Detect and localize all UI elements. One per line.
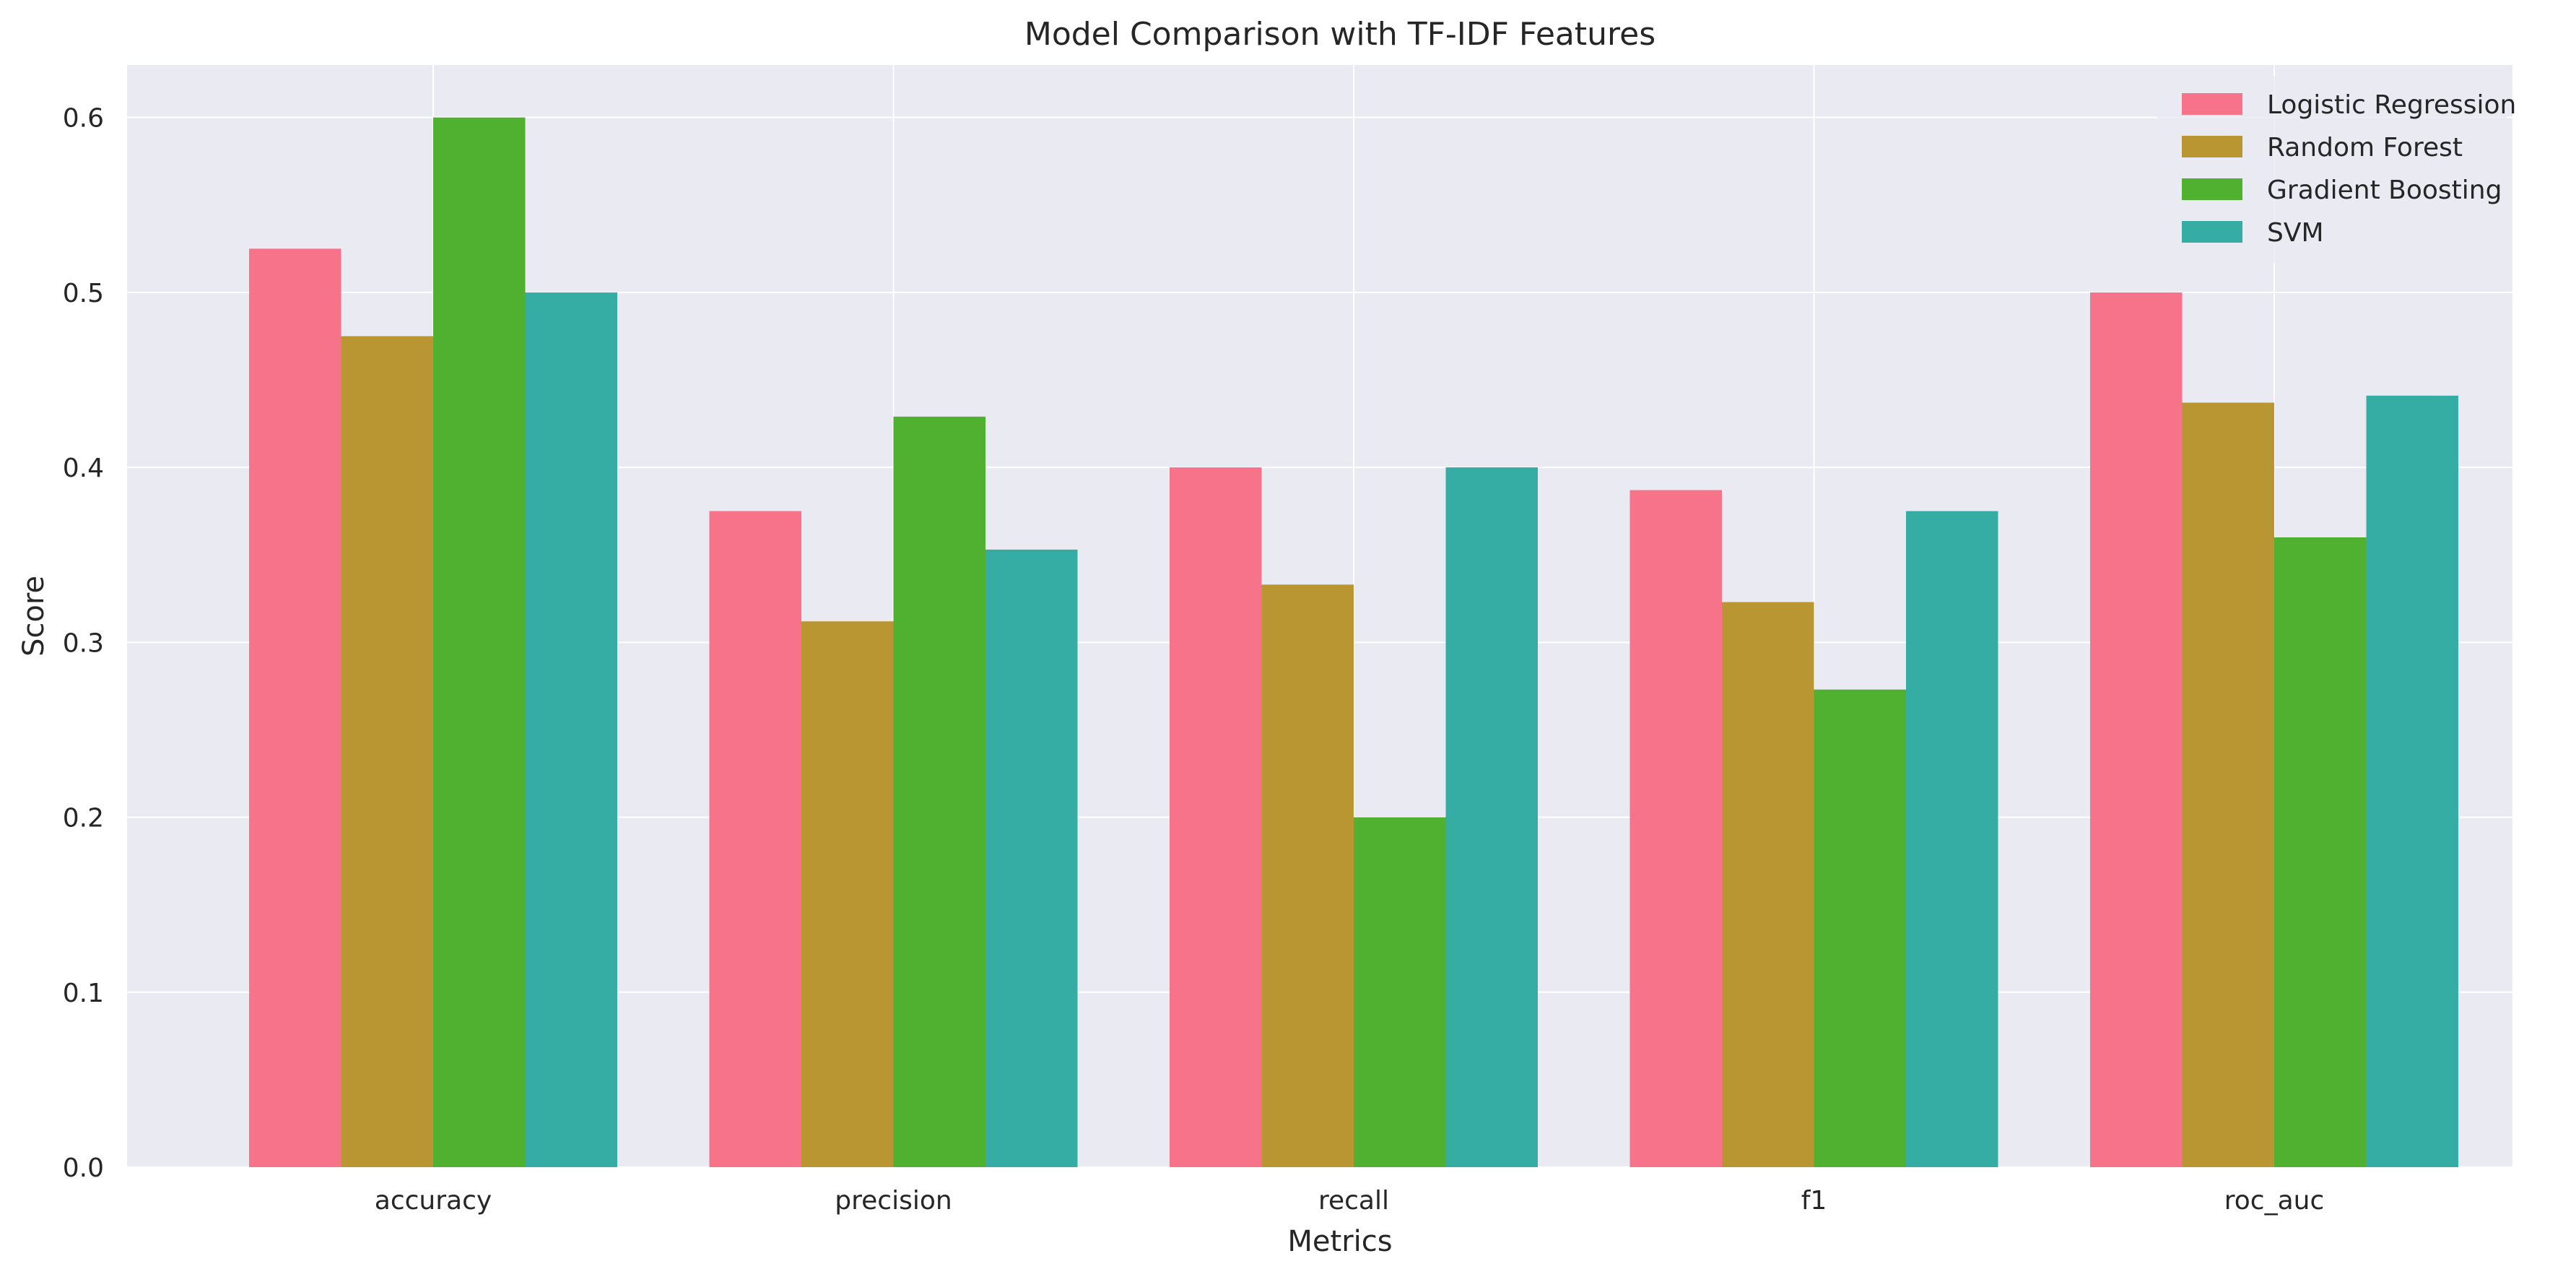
legend: Logistic Regression Random Forest Gradient…	[2157, 77, 2516, 263]
bar-svm-recall	[1445, 467, 1538, 1167]
bar-logistic-regression-precision	[709, 511, 801, 1167]
x-tick-labels: accuracy precision recall f1 roc_auc	[375, 1186, 2324, 1216]
bar-gradient-boosting-precision	[893, 416, 985, 1167]
y-tick-label: 0.2	[63, 804, 104, 833]
bar-logistic-regression-roc-auc	[2090, 292, 2183, 1167]
bar-svm-f1	[1906, 511, 1998, 1167]
x-tick-label: roc_auc	[2224, 1186, 2325, 1216]
legend-swatch	[2182, 93, 2242, 115]
bar-svm-precision	[985, 549, 1078, 1167]
legend-label: Random Forest	[2267, 133, 2463, 163]
legend-label: Logistic Regression	[2267, 90, 2516, 120]
bar-logistic-regression-accuracy	[249, 248, 341, 1167]
bar-random-forest-precision	[801, 621, 894, 1167]
legend-label: SVM	[2267, 218, 2324, 248]
y-axis-label: Score	[17, 576, 51, 657]
y-tick-labels: 0.0 0.1 0.2 0.3 0.4 0.5 0.6	[63, 104, 104, 1183]
x-axis-label: Metrics	[1287, 1225, 1392, 1258]
x-tick-label: precision	[835, 1186, 952, 1216]
x-tick-label: recall	[1318, 1186, 1389, 1216]
bar-gradient-boosting-roc-auc	[2274, 537, 2367, 1167]
y-tick-label: 0.4	[63, 454, 104, 483]
bar-svm-roc-auc	[2366, 395, 2458, 1167]
bar-gradient-boosting-recall	[1354, 817, 1446, 1167]
x-tick-label: accuracy	[375, 1186, 492, 1216]
bar-logistic-regression-recall	[1170, 467, 1262, 1167]
y-tick-label: 0.0	[63, 1153, 104, 1183]
bar-gradient-boosting-accuracy	[433, 117, 526, 1168]
bar-logistic-regression-f1	[1629, 490, 1722, 1167]
bar-random-forest-recall	[1261, 584, 1354, 1167]
legend-swatch	[2182, 221, 2242, 243]
y-tick-label: 0.6	[63, 104, 104, 134]
bar-random-forest-roc-auc	[2182, 402, 2274, 1167]
chart-title: Model Comparison with TF-IDF Features	[1024, 16, 1655, 53]
bar-random-forest-accuracy	[341, 336, 433, 1167]
y-tick-label: 0.1	[63, 979, 104, 1008]
legend-frame	[2157, 77, 2507, 263]
bars	[249, 117, 2458, 1168]
y-tick-label: 0.3	[63, 628, 104, 658]
y-tick-label: 0.5	[63, 279, 104, 308]
bar-random-forest-f1	[1722, 602, 1814, 1167]
legend-swatch	[2182, 136, 2242, 157]
bar-gradient-boosting-f1	[1814, 689, 1906, 1167]
legend-label: Gradient Boosting	[2267, 176, 2502, 205]
bar-svm-accuracy	[525, 292, 617, 1167]
legend-swatch	[2182, 178, 2242, 200]
x-tick-label: f1	[1801, 1186, 1827, 1216]
